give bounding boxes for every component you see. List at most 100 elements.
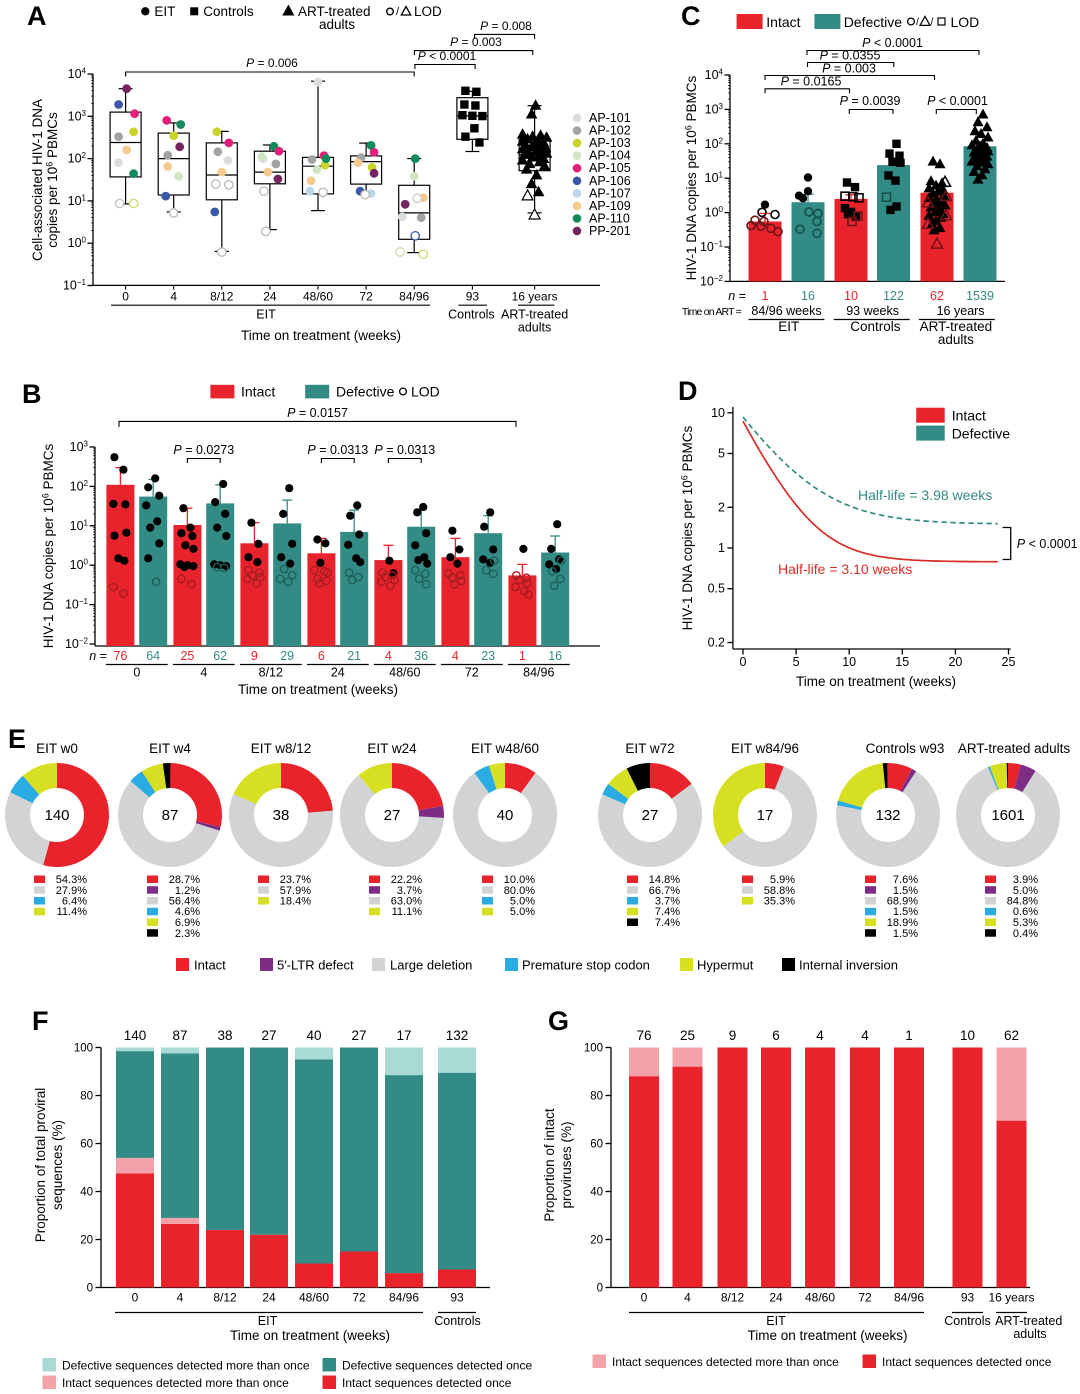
svg-text:93: 93 xyxy=(961,1291,975,1305)
svg-text:20: 20 xyxy=(590,1235,603,1247)
svg-text:62: 62 xyxy=(1004,1028,1019,1043)
svg-text:P = 0.003: P = 0.003 xyxy=(822,61,876,75)
svg-text:84/96: 84/96 xyxy=(523,666,554,680)
svg-text:84/96: 84/96 xyxy=(894,1291,924,1305)
svg-text:72: 72 xyxy=(858,1291,872,1305)
svg-text:AP-102: AP-102 xyxy=(589,124,631,138)
svg-text:102: 102 xyxy=(705,136,724,151)
svg-text:38: 38 xyxy=(217,1028,232,1043)
svg-text:Defective sequences detected m: Defective sequences detected more than o… xyxy=(62,1359,310,1373)
svg-text:EIT: EIT xyxy=(258,1314,278,1328)
svg-text:8/12: 8/12 xyxy=(210,290,234,304)
svg-text:63.0%: 63.0% xyxy=(391,896,422,908)
svg-text:AP-109: AP-109 xyxy=(589,199,631,213)
svg-text:10: 10 xyxy=(711,406,725,420)
svg-text:84.8%: 84.8% xyxy=(1007,896,1038,908)
svg-text:6.4%: 6.4% xyxy=(62,896,87,908)
svg-text:Defective: Defective xyxy=(952,426,1011,442)
svg-text:0.5: 0.5 xyxy=(708,582,725,596)
svg-text:7.6%: 7.6% xyxy=(893,874,918,886)
svg-text:10−1: 10−1 xyxy=(700,240,724,255)
svg-text:15: 15 xyxy=(895,655,909,669)
svg-text:EIT w8/12: EIT w8/12 xyxy=(251,741,312,756)
svg-text:Intact sequences detected once: Intact sequences detected once xyxy=(882,1355,1052,1369)
svg-text:Large deletion: Large deletion xyxy=(390,958,472,973)
svg-text:0: 0 xyxy=(740,655,747,669)
svg-text:122: 122 xyxy=(883,289,904,303)
svg-text:87: 87 xyxy=(172,1028,187,1043)
svg-text:Controls: Controls xyxy=(944,1314,991,1328)
svg-text:adults: adults xyxy=(319,17,355,32)
svg-text:0: 0 xyxy=(641,1291,648,1305)
svg-text:Premature stop codon: Premature stop codon xyxy=(522,958,650,973)
svg-text:0.6%: 0.6% xyxy=(1013,906,1038,918)
svg-text:Proportion of intact: Proportion of intact xyxy=(542,1108,557,1222)
svg-text:1.5%: 1.5% xyxy=(893,928,918,940)
svg-text:84/96: 84/96 xyxy=(389,1291,419,1305)
svg-text:2: 2 xyxy=(718,500,725,514)
svg-text:28.7%: 28.7% xyxy=(169,874,200,886)
svg-text:80: 80 xyxy=(80,1091,93,1103)
svg-text:P = 0.0157: P = 0.0157 xyxy=(287,406,348,420)
svg-text:0: 0 xyxy=(132,1291,139,1305)
svg-text:B: B xyxy=(22,379,42,409)
svg-text:64: 64 xyxy=(146,649,160,663)
svg-text:LOD: LOD xyxy=(951,14,980,30)
svg-text:1.5%: 1.5% xyxy=(893,885,918,897)
svg-text:100: 100 xyxy=(68,236,87,251)
svg-text:C: C xyxy=(681,1,701,31)
svg-text:4: 4 xyxy=(816,1028,824,1043)
svg-text:P = 0.0273: P = 0.0273 xyxy=(173,443,234,457)
svg-text:EIT w24: EIT w24 xyxy=(367,741,417,756)
svg-text:10: 10 xyxy=(960,1028,975,1043)
svg-text:23: 23 xyxy=(481,649,495,663)
svg-text:AP-106: AP-106 xyxy=(589,174,631,188)
svg-text:Controls: Controls xyxy=(203,4,254,19)
svg-text:140: 140 xyxy=(124,1028,147,1043)
svg-text:9: 9 xyxy=(251,649,258,663)
svg-text:8/12: 8/12 xyxy=(259,666,283,680)
svg-text:EIT w0: EIT w0 xyxy=(36,741,78,756)
svg-text:1: 1 xyxy=(905,1028,913,1043)
svg-text:16 years: 16 years xyxy=(988,1291,1034,1305)
svg-text:27: 27 xyxy=(384,807,401,824)
svg-text:8/12: 8/12 xyxy=(213,1291,237,1305)
svg-text:20: 20 xyxy=(80,1235,93,1247)
svg-text:102: 102 xyxy=(68,151,87,166)
svg-text:adults: adults xyxy=(1013,1327,1046,1341)
svg-text:80: 80 xyxy=(590,1091,603,1103)
svg-text:copies per 106 PBMCs: copies per 106 PBMCs xyxy=(45,112,61,248)
svg-text:F: F xyxy=(32,1006,49,1036)
svg-text:EIT: EIT xyxy=(256,308,276,322)
svg-text:D: D xyxy=(678,376,698,406)
svg-text:11.4%: 11.4% xyxy=(57,906,88,918)
svg-text:Time on treatment (weeks): Time on treatment (weeks) xyxy=(241,328,401,343)
svg-text:Time on treatment (weeks): Time on treatment (weeks) xyxy=(238,682,398,697)
svg-text:/: / xyxy=(916,16,919,28)
svg-text:LOD: LOD xyxy=(414,4,442,19)
svg-text:40: 40 xyxy=(80,1187,93,1199)
svg-text:8/12: 8/12 xyxy=(721,1291,745,1305)
svg-text:101: 101 xyxy=(68,193,87,208)
svg-text:16: 16 xyxy=(801,289,815,303)
svg-text:P = 0.0039: P = 0.0039 xyxy=(840,94,901,108)
svg-text:10−1: 10−1 xyxy=(65,597,89,612)
svg-text:4: 4 xyxy=(452,649,459,663)
svg-text:62: 62 xyxy=(930,289,944,303)
svg-text:25: 25 xyxy=(680,1028,695,1043)
svg-text:25: 25 xyxy=(1002,655,1016,669)
svg-text:0: 0 xyxy=(122,290,129,304)
svg-text:48/60: 48/60 xyxy=(299,1291,329,1305)
svg-text:AP-105: AP-105 xyxy=(589,161,631,175)
svg-text:1: 1 xyxy=(762,289,769,303)
svg-text:17: 17 xyxy=(396,1028,411,1043)
svg-text:16: 16 xyxy=(548,649,562,663)
svg-text:Defective: Defective xyxy=(336,384,395,400)
svg-text:9: 9 xyxy=(729,1028,737,1043)
svg-text:Defective: Defective xyxy=(844,14,903,30)
svg-text:ART-treated: ART-treated xyxy=(501,308,568,322)
svg-text:132: 132 xyxy=(875,807,900,824)
svg-text:AP-104: AP-104 xyxy=(589,149,631,163)
svg-text:6: 6 xyxy=(318,649,325,663)
svg-text:5.9%: 5.9% xyxy=(770,874,795,886)
